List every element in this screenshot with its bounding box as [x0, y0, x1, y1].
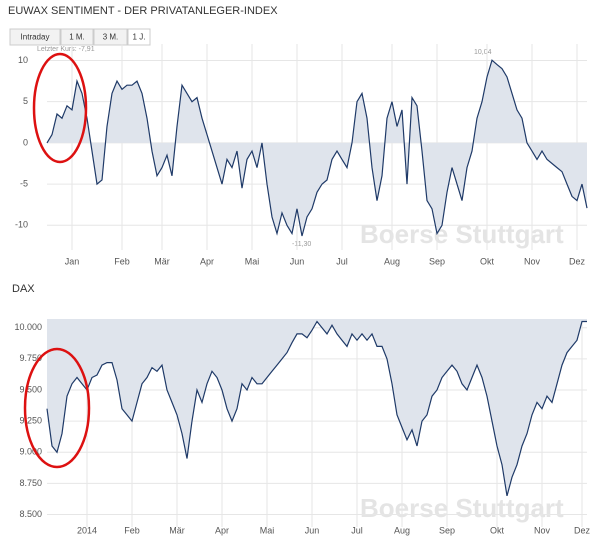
- area: [47, 319, 587, 496]
- y-tick-label: -5: [20, 178, 28, 188]
- x-tick-label: Jun: [290, 256, 305, 266]
- plots: Intraday 1 M. 3 M. 1 J. -10 -5 0 5 10 Jan Feb Mär Ap…: [9, 28, 591, 535]
- x-tick-label: Jul: [351, 525, 363, 535]
- y-tick-label: 10: [18, 55, 28, 65]
- y-tick-label: 9.500: [19, 384, 42, 394]
- y-tick-label: 0: [23, 137, 28, 147]
- annotation: 10,04: [474, 49, 492, 56]
- y-tick-label: 8.750: [19, 478, 42, 488]
- range-button[interactable]: [9, 28, 61, 46]
- range-button[interactable]: [127, 28, 151, 46]
- x-tick-label: Feb: [124, 525, 140, 535]
- x-tick-label: Mai: [260, 525, 275, 535]
- x-tick-label: Okt: [480, 256, 495, 266]
- range-button-label[interactable]: 1 M.: [69, 33, 85, 42]
- y-tick-label: 8.500: [19, 509, 42, 519]
- x-tick-label: Apr: [215, 525, 229, 535]
- x-tick-label: Jan: [65, 256, 80, 266]
- area: [47, 60, 587, 237]
- x-tick-label: Sep: [429, 256, 445, 266]
- x-tick-label: Mär: [154, 256, 170, 266]
- x-tick-label: Mär: [169, 525, 185, 535]
- y-tick-label: 5: [23, 96, 28, 106]
- y-tick-label: 9.750: [19, 353, 42, 363]
- y-tick-label: 10.000: [14, 322, 42, 332]
- annotation: Letzter Kurs: -7,91: [37, 46, 95, 53]
- y-tick-label: 9.000: [19, 447, 42, 457]
- range-button-label[interactable]: 3 M.: [103, 33, 119, 42]
- x-tick-label: Sep: [439, 525, 455, 535]
- range-button[interactable]: [93, 28, 128, 46]
- highlight-circle: [23, 347, 91, 469]
- chart-title: EUWAX SENTIMENT - DER PRIVATANLEGER-INDE…: [8, 5, 278, 17]
- y-tick-label: 9.250: [19, 416, 42, 426]
- x-tick-label: Jun: [305, 525, 320, 535]
- x-tick-label: Dez: [569, 256, 586, 266]
- highlight-circle: [32, 52, 88, 164]
- line: [46, 320, 587, 497]
- x-tick-label: Nov: [534, 525, 551, 535]
- x-tick-label: Apr: [200, 256, 214, 266]
- x-tick-label: 2014: [77, 525, 97, 535]
- watermark: Boerse Stuttgart: [360, 493, 564, 523]
- watermark: Boerse Stuttgart: [360, 219, 564, 249]
- x-tick-label: Aug: [394, 525, 410, 535]
- x-tick-label: Mai: [245, 256, 260, 266]
- line: [46, 59, 588, 237]
- annotation: -11,30: [292, 241, 311, 248]
- range-button-label[interactable]: Intraday: [21, 33, 50, 42]
- x-tick-label: Feb: [114, 256, 130, 266]
- range-button-label[interactable]: 1 J.: [133, 33, 146, 42]
- range-button[interactable]: [60, 28, 94, 46]
- x-tick-label: Jul: [336, 256, 348, 266]
- x-tick-label: Aug: [384, 256, 400, 266]
- x-tick-label: Dez: [574, 525, 591, 535]
- x-tick-label: Nov: [524, 256, 541, 266]
- chart-title: DAX: [12, 283, 35, 295]
- y-tick-label: -10: [15, 220, 28, 230]
- x-tick-label: Okt: [490, 525, 505, 535]
